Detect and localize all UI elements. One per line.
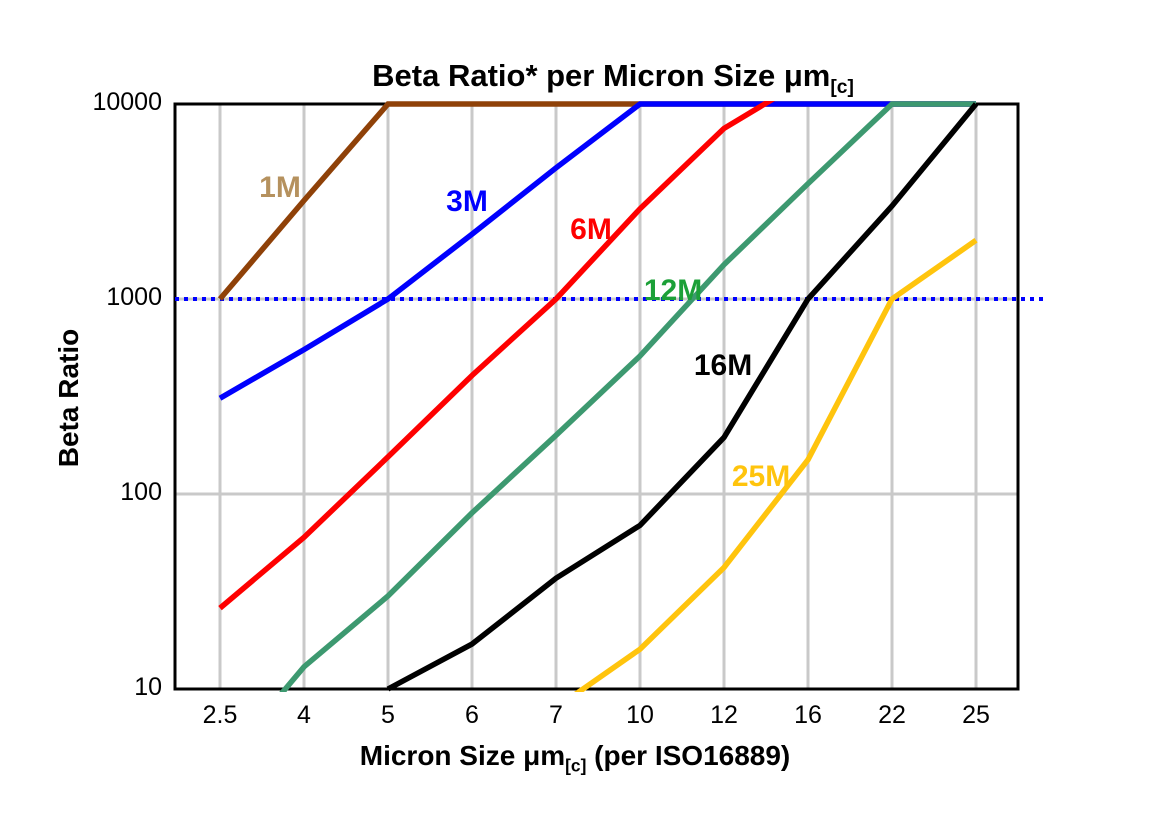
x-tick-label-4: 4: [297, 701, 311, 729]
series-line-12m: [279, 101, 976, 692]
series-label-3m: 3M: [446, 185, 488, 218]
x-tick-label-2.5: 2.5: [202, 701, 238, 729]
chart-title-text: Beta Ratio* per Micron Size μm: [372, 58, 831, 93]
series-label-6m: 6M: [570, 213, 612, 246]
x-tick-label-5: 5: [381, 701, 395, 729]
series-line-3m: [218, 101, 976, 401]
x-tick-label-16: 16: [794, 701, 822, 729]
y-tick-label-1000: 1000: [106, 283, 162, 311]
series-line-6m: [218, 101, 776, 611]
chart-title-subscript: [c]: [830, 77, 854, 99]
x-tick-label-10: 10: [626, 701, 654, 729]
series-label-12m: 12M: [643, 274, 703, 307]
x-axis-title: Micron Size μm[c] (per ISO16889): [360, 740, 791, 777]
series-line-16m: [386, 102, 979, 692]
series-label-1m: 1M: [259, 171, 301, 204]
series-label-25m: 25M: [731, 460, 791, 493]
y-tick-label-100: 100: [120, 478, 162, 506]
x-tick-label-6: 6: [465, 701, 479, 729]
y-tick-label-10: 10: [134, 673, 162, 701]
series-label-16m: 16M: [693, 349, 753, 382]
x-axis-title-suffix: (per ISO16889): [586, 740, 791, 771]
x-tick-label-12: 12: [710, 701, 738, 729]
y-tick-label-10000: 10000: [92, 88, 162, 116]
x-axis-title-subscript: [c]: [565, 755, 587, 776]
x-axis-title-text: Micron Size μm: [359, 740, 566, 771]
chart-title: Beta Ratio* per Micron Size μm[c]: [372, 58, 854, 99]
x-tick-label-25: 25: [962, 701, 990, 729]
x-tick-label-7: 7: [549, 701, 563, 729]
series-line-25m: [573, 238, 978, 692]
y-axis-title: Beta Ratio: [53, 328, 84, 468]
x-tick-label-22: 22: [878, 701, 906, 729]
